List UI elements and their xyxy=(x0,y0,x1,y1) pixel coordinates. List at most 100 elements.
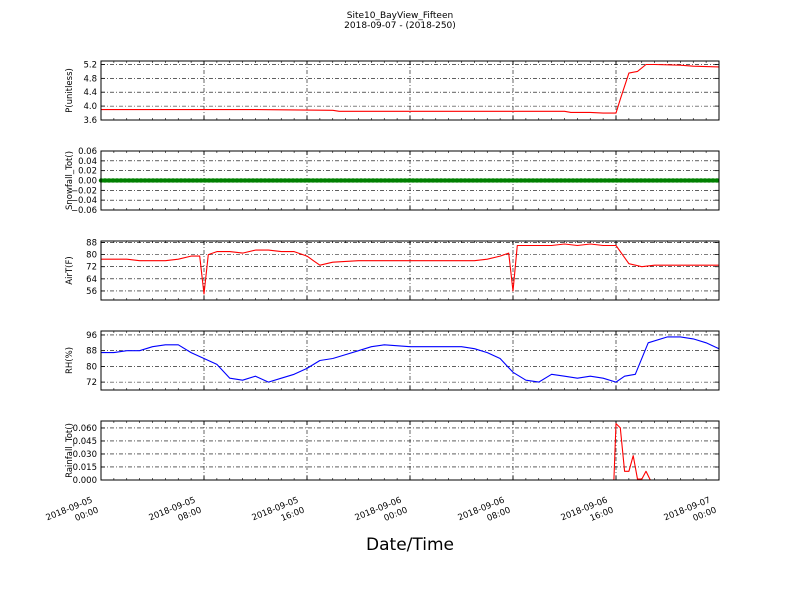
y-tick-label: 64 xyxy=(86,275,97,285)
snowfall-point xyxy=(430,178,436,183)
snowfall-point xyxy=(170,178,176,183)
snowfall-point xyxy=(206,178,212,183)
snowfall-point xyxy=(122,178,128,183)
y-tick-label: 4.4 xyxy=(83,88,97,98)
subplot-airt-f: 88 80 72 64 56 AirT(F) xyxy=(65,239,720,301)
snowfall-point xyxy=(618,178,624,183)
snowfall-point xyxy=(602,178,608,183)
snowfall-point xyxy=(490,178,496,183)
snowfall-point xyxy=(510,178,516,183)
figure-subtitle: 2018-09-07 - (2018-250) xyxy=(344,21,456,31)
y-tick-label: 0.04 xyxy=(78,157,97,167)
snowfall-point xyxy=(482,178,488,183)
snowfall-point xyxy=(258,178,264,183)
y-tick-label: 56 xyxy=(86,287,97,297)
y-tick-label: 0.00 xyxy=(78,177,97,187)
snowfall-point xyxy=(670,178,676,183)
subplot-rh: 96 88 80 72 RH(%) xyxy=(65,330,720,391)
y-tick-label: 96 xyxy=(86,331,97,341)
snowfall-point xyxy=(214,178,220,183)
snowfall-point xyxy=(706,178,712,183)
snowfall-point xyxy=(674,178,680,183)
snowfall-point xyxy=(322,178,328,183)
snowfall-point xyxy=(126,178,132,183)
snowfall-point xyxy=(162,178,168,183)
snowfall-point xyxy=(358,178,364,183)
snowfall-point xyxy=(138,178,144,183)
snowfall-point xyxy=(294,178,300,183)
y-tick-label: 0.02 xyxy=(78,167,97,177)
y-tick-label: −0.02 xyxy=(71,186,97,196)
p-unitless-series-line xyxy=(101,63,720,114)
snowfall-point xyxy=(582,178,588,183)
snowfall-point xyxy=(518,178,524,183)
snowfall-point xyxy=(230,178,236,183)
snowfall-point xyxy=(550,178,556,183)
snowfall-point xyxy=(102,178,108,183)
snowfall-point xyxy=(538,178,544,183)
y-tick-label: 88 xyxy=(86,239,97,249)
snowfall-point xyxy=(110,178,116,183)
airt-f-series-line xyxy=(101,243,719,295)
snowfall-point xyxy=(678,178,684,183)
snowfall-point xyxy=(130,178,136,183)
snowfall-point xyxy=(498,178,504,183)
snowfall-point xyxy=(650,178,656,183)
y-tick-label: 80 xyxy=(86,251,97,261)
snowfall-point xyxy=(354,178,360,183)
snowfall-point xyxy=(690,178,696,183)
snowfall-point xyxy=(374,178,380,183)
snowfall-point xyxy=(666,178,672,183)
snowfall-point xyxy=(346,178,352,183)
snowfall-point xyxy=(642,178,648,183)
snowfall-point xyxy=(302,178,308,183)
y-tick-label: 4.8 xyxy=(83,74,97,84)
y-tick-label: 0.045 xyxy=(73,437,97,447)
snowfall-point xyxy=(350,178,356,183)
snowfall-point xyxy=(382,178,388,183)
snowfall-point xyxy=(190,178,196,183)
snowfall-point xyxy=(530,178,536,183)
snowfall-point xyxy=(486,178,492,183)
snowfall-point xyxy=(662,178,668,183)
snowfall-point xyxy=(434,178,440,183)
snowfall-point xyxy=(246,178,252,183)
snowfall-point xyxy=(522,178,528,183)
snowfall-point xyxy=(710,178,716,183)
snowfall-point xyxy=(142,178,148,183)
snowfall-point xyxy=(234,178,240,183)
y-tick-label: 4.0 xyxy=(83,102,97,112)
snowfall-point xyxy=(390,178,396,183)
snowfall-point xyxy=(166,178,172,183)
snowfall-point xyxy=(306,178,312,183)
snowfall-point xyxy=(278,178,284,183)
snowfall-point xyxy=(282,178,288,183)
snowfall-point xyxy=(342,178,348,183)
snowfall-point xyxy=(286,178,292,183)
y-tick-label: 3.6 xyxy=(83,116,97,126)
snowfall-point xyxy=(174,178,180,183)
y-tick-label: 0.06 xyxy=(78,147,97,157)
y-tick-label: −0.06 xyxy=(71,206,97,216)
snowfall-point xyxy=(554,178,560,183)
snowfall-point xyxy=(242,178,248,183)
snowfall-point xyxy=(594,178,600,183)
snowfall-point xyxy=(422,178,428,183)
snowfall-point xyxy=(702,178,708,183)
snowfall-point xyxy=(370,178,376,183)
snowfall-point xyxy=(366,178,372,183)
snowfall-point xyxy=(446,178,452,183)
snowfall-point xyxy=(290,178,296,183)
y-tick-label: 72 xyxy=(86,378,97,388)
subplot-p-unitless: 5.2 4.8 4.4 4.0 3.6 P(unitless) xyxy=(65,60,720,126)
snowfall-point xyxy=(506,178,512,183)
snowfall-point xyxy=(542,178,548,183)
snowfall-point xyxy=(414,178,420,183)
snowfall-point xyxy=(714,178,720,183)
snowfall-point xyxy=(462,178,468,183)
y-tick-label: 80 xyxy=(86,362,97,372)
snowfall-point xyxy=(402,178,408,183)
snowfall-point xyxy=(398,178,404,183)
snowfall-point xyxy=(558,178,564,183)
snowfall-point xyxy=(266,178,272,183)
